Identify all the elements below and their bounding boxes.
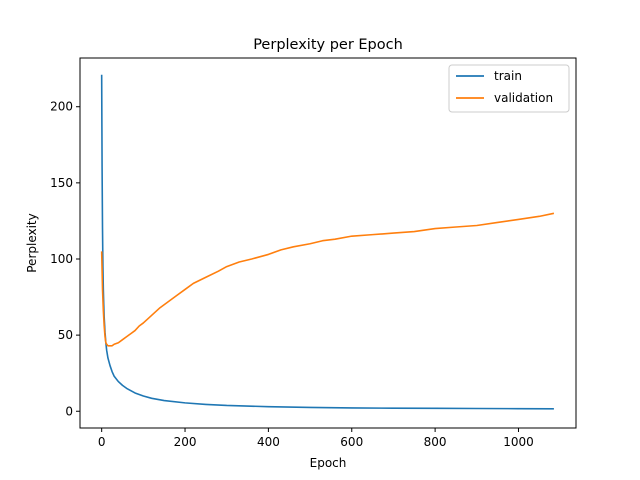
x-tick-label: 1000: [503, 435, 534, 449]
x-tick-label: 0: [98, 435, 106, 449]
y-tick-label: 0: [65, 404, 73, 418]
x-tick-label: 200: [174, 435, 197, 449]
legend-label-validation: validation: [494, 91, 553, 105]
y-axis-label: Perplexity: [25, 213, 39, 273]
plot-area: [80, 58, 576, 428]
legend-label-train: train: [494, 69, 522, 83]
series-layer: [100, 74, 555, 410]
y-tick-label: 50: [58, 328, 73, 342]
x-axis-label: Epoch: [310, 456, 347, 470]
x-tick-label: 400: [257, 435, 280, 449]
y-tick-label: 150: [50, 176, 73, 190]
chart-title: Perplexity per Epoch: [253, 37, 403, 53]
y-tick-label: 100: [50, 252, 73, 266]
legend: train validation: [448, 64, 570, 113]
series-line-validation: [100, 212, 555, 347]
x-tick-label: 600: [340, 435, 363, 449]
y-tick-label: 200: [50, 100, 73, 114]
ticks-layer: 0 200 400 600 800 1000 0 50 100 150 200: [50, 100, 534, 449]
plot-frame: [79, 57, 577, 429]
x-tick-label: 800: [424, 435, 447, 449]
